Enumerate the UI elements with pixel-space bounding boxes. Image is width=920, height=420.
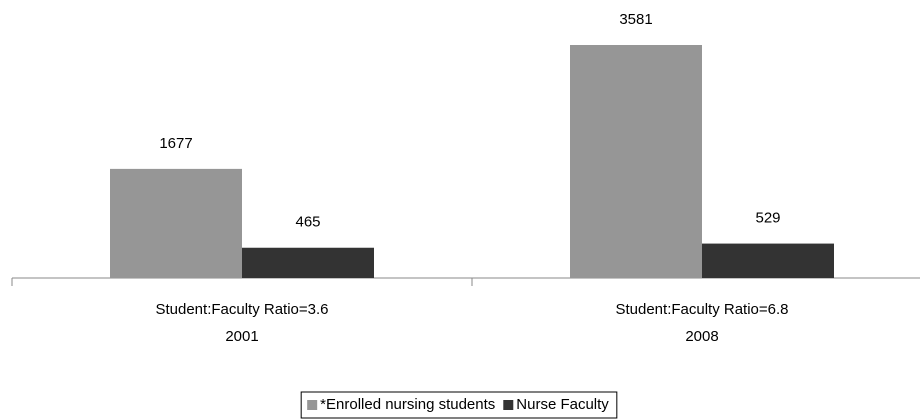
data-label: 529: [755, 210, 780, 227]
bar: [110, 168, 242, 278]
legend-label: *Enrolled nursing students: [320, 396, 495, 413]
data-label: 1677: [159, 135, 192, 152]
bar: [242, 247, 374, 278]
legend-swatch: [307, 400, 318, 410]
legend-label: Nurse Faculty: [516, 396, 609, 413]
bar: [702, 243, 834, 278]
x-tick-label: 2008: [685, 328, 718, 345]
data-label: 465: [295, 214, 320, 231]
bar: [570, 45, 702, 278]
data-label: 3581: [619, 11, 652, 28]
legend-box: [300, 391, 618, 419]
x-tick-label: Student:Faculty Ratio=3.6: [155, 301, 328, 318]
x-tick-label: 2001: [225, 328, 258, 345]
legend-swatch: [503, 400, 514, 410]
x-tick-label: Student:Faculty Ratio=6.8: [615, 301, 788, 318]
